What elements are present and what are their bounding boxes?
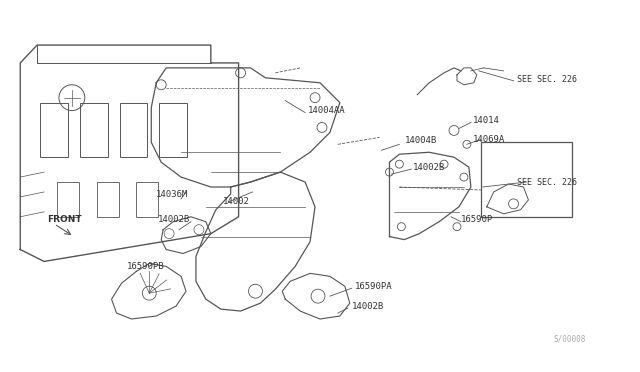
Text: 16590PA: 16590PA xyxy=(355,282,392,291)
Text: SEE SEC. 226: SEE SEC. 226 xyxy=(516,177,577,186)
Text: 14002B: 14002B xyxy=(352,302,384,311)
Text: 14002: 14002 xyxy=(223,198,250,206)
Text: FRONT: FRONT xyxy=(47,215,82,224)
Text: 14004B: 14004B xyxy=(404,136,436,145)
Bar xyxy=(80,103,108,157)
Text: 16590PB: 16590PB xyxy=(127,262,164,271)
Text: S/00008: S/00008 xyxy=(553,334,586,343)
Text: SEE SEC. 226: SEE SEC. 226 xyxy=(516,75,577,84)
Text: 14036M: 14036M xyxy=(156,190,189,199)
Bar xyxy=(40,103,68,157)
Bar xyxy=(57,182,79,217)
Bar xyxy=(481,142,572,217)
Text: 14014: 14014 xyxy=(473,116,500,125)
Bar xyxy=(120,103,147,157)
Text: 16590P: 16590P xyxy=(461,215,493,224)
Text: 14004AA: 14004AA xyxy=(308,106,346,115)
Bar xyxy=(97,182,118,217)
Text: 14002B: 14002B xyxy=(158,215,191,224)
Text: 14002B: 14002B xyxy=(413,163,445,171)
Bar xyxy=(159,103,187,157)
Text: 14069A: 14069A xyxy=(473,135,505,144)
Bar xyxy=(136,182,158,217)
